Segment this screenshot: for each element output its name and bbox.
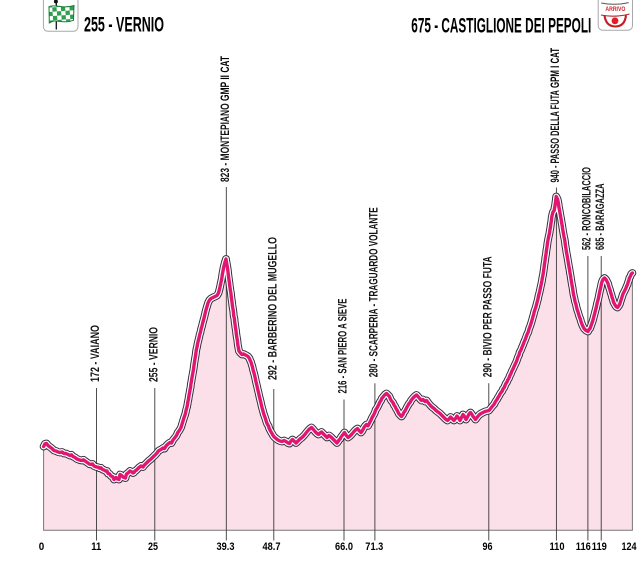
svg-text:110: 110: [550, 541, 565, 553]
svg-text:280 - SCARPERIA - TRAGUARDO VO: 280 - SCARPERIA - TRAGUARDO VOLANTE: [367, 207, 381, 377]
svg-text:675 - CASTIGLIONE DEI PEPOLI: 675 - CASTIGLIONE DEI PEPOLI: [411, 14, 591, 37]
svg-text:GPM I CAT: GPM I CAT: [548, 48, 562, 88]
svg-text:116: 116: [576, 541, 591, 553]
svg-text:823 - MONTEPIANO: 823 - MONTEPIANO: [218, 101, 232, 182]
svg-text:39.3: 39.3: [217, 541, 235, 553]
svg-text:172 - VAIANO: 172 - VAIANO: [88, 325, 102, 382]
svg-text:124: 124: [622, 541, 638, 553]
svg-text:255 - VERNIO: 255 - VERNIO: [84, 14, 164, 37]
svg-text:292 - BARBERINO DEL MUGELLO: 292 - BARBERINO DEL MUGELLO: [265, 237, 279, 380]
svg-text:0: 0: [39, 541, 45, 553]
svg-text:ARRIVO: ARRIVO: [605, 7, 625, 13]
svg-text:216 - SAN PIERO A SIEVE: 216 - SAN PIERO A SIEVE: [336, 299, 350, 394]
svg-text:562 - RONCOBILACCIO: 562 - RONCOBILACCIO: [580, 167, 594, 250]
svg-text:25: 25: [148, 541, 158, 553]
svg-text:96: 96: [483, 541, 493, 553]
svg-text:11: 11: [91, 541, 101, 553]
svg-text:71.3: 71.3: [365, 541, 383, 553]
svg-text:48.7: 48.7: [263, 541, 281, 553]
svg-text:119: 119: [592, 541, 607, 553]
svg-text:255 - VERNIO: 255 - VERNIO: [146, 327, 160, 382]
svg-text:940 - PASSO DELLA FUTA: 940 - PASSO DELLA FUTA: [548, 88, 562, 183]
svg-text:GMP II CAT: GMP II CAT: [218, 56, 232, 101]
svg-text:685 - BARAGAZZA: 685 - BARAGAZZA: [593, 183, 607, 250]
svg-text:290 - BIVIO PER PASSO FUTA: 290 - BIVIO PER PASSO FUTA: [480, 256, 494, 377]
svg-text:66.0: 66.0: [335, 541, 353, 553]
